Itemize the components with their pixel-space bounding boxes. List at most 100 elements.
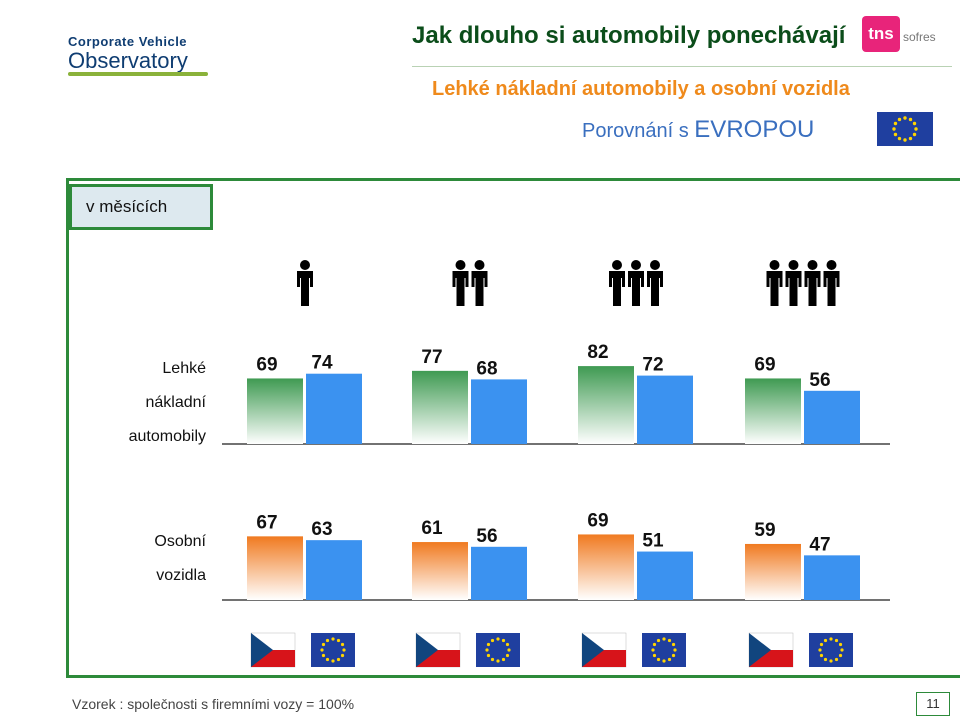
lcv-eu-value-label: 56 bbox=[809, 370, 830, 391]
page-title: Jak dlouho si automobily ponechávají bbox=[412, 22, 846, 49]
car-czech-bar bbox=[247, 536, 303, 600]
eu-flag-icon bbox=[877, 112, 933, 146]
cars-label-line-2: vozidla bbox=[156, 567, 206, 584]
eu-star bbox=[652, 642, 657, 647]
cars-label-line-1: Osobní bbox=[154, 533, 206, 550]
eu-flag-icon bbox=[809, 633, 853, 667]
lcv-eu-bar bbox=[804, 390, 860, 444]
eu-star bbox=[662, 637, 666, 641]
eu-star bbox=[501, 638, 506, 643]
eu-star bbox=[490, 657, 495, 662]
eu-star bbox=[838, 642, 843, 647]
eu-star bbox=[485, 648, 489, 652]
comparison-region: EVROPOU bbox=[694, 116, 815, 143]
eu-star bbox=[914, 127, 918, 131]
eu-star bbox=[667, 657, 672, 662]
eu-star bbox=[505, 653, 510, 658]
car-eu-value-label: 56 bbox=[476, 526, 497, 547]
eu-star bbox=[325, 657, 330, 662]
eu-star bbox=[486, 642, 491, 647]
car-eu-bar bbox=[306, 540, 362, 600]
eu-star bbox=[908, 136, 913, 141]
car-czech-bar bbox=[412, 542, 468, 600]
logo-line-1: Corporate Vehicle bbox=[68, 34, 188, 49]
eu-star bbox=[486, 653, 491, 658]
eu-star bbox=[331, 637, 335, 641]
car-eu-value-label: 47 bbox=[809, 534, 830, 555]
person-icon bbox=[609, 260, 625, 306]
car-czech-bar bbox=[745, 543, 801, 600]
sofres-logo-text: sofres bbox=[903, 30, 936, 44]
eu-star bbox=[673, 648, 677, 652]
comparison-heading: Porovnání s EVROPOU bbox=[582, 116, 814, 144]
eu-star bbox=[834, 657, 839, 662]
eu-star bbox=[823, 657, 828, 662]
czech-flag-icon bbox=[581, 632, 627, 668]
chart-frame bbox=[66, 178, 960, 678]
lcv-czech-value-label: 69 bbox=[754, 354, 775, 375]
corporate-vehicle-observatory-logo: Corporate Vehicle Observatory bbox=[58, 28, 218, 76]
lcv-eu-value-label: 72 bbox=[642, 355, 663, 376]
eu-star bbox=[671, 653, 676, 658]
eu-star bbox=[656, 657, 661, 662]
person-icon bbox=[823, 260, 840, 306]
eu-star bbox=[829, 637, 833, 641]
eu-star bbox=[331, 659, 335, 663]
eu-star bbox=[656, 638, 661, 643]
eu-star bbox=[325, 638, 330, 643]
person-icon bbox=[297, 260, 313, 306]
lcv-czech-bar bbox=[247, 378, 303, 444]
logo-swoosh bbox=[68, 72, 208, 76]
eu-star bbox=[819, 642, 824, 647]
eu-star bbox=[496, 659, 500, 663]
eu-star bbox=[897, 117, 902, 122]
eu-flag-icon bbox=[476, 633, 520, 667]
eu-star bbox=[490, 638, 495, 643]
person-icon bbox=[471, 260, 488, 306]
car-czech-value-label: 61 bbox=[421, 518, 443, 539]
person-icon bbox=[452, 260, 469, 306]
eu-star bbox=[897, 136, 902, 141]
eu-star bbox=[342, 648, 346, 652]
lcv-czech-value-label: 77 bbox=[421, 347, 442, 368]
eu-flag-icon bbox=[642, 633, 686, 667]
eu-star bbox=[903, 138, 907, 142]
person-icon bbox=[785, 260, 802, 306]
eu-star bbox=[818, 648, 822, 652]
eu-star bbox=[320, 648, 324, 652]
eu-star bbox=[662, 659, 666, 663]
eu-star bbox=[903, 116, 907, 120]
lcv-czech-value-label: 82 bbox=[587, 342, 608, 363]
eu-star bbox=[652, 653, 657, 658]
car-eu-bar bbox=[471, 546, 527, 600]
eu-star bbox=[908, 117, 913, 122]
lcv-eu-bar bbox=[306, 373, 362, 444]
eu-star bbox=[834, 638, 839, 643]
eu-star bbox=[321, 653, 326, 658]
lcv-label-line-2: nákladní bbox=[145, 394, 207, 411]
lcv-eu-bar bbox=[471, 379, 527, 444]
eu-star bbox=[912, 132, 917, 137]
eu-star bbox=[823, 638, 828, 643]
eu-star bbox=[671, 642, 676, 647]
car-eu-value-label: 51 bbox=[642, 531, 664, 552]
car-czech-value-label: 67 bbox=[256, 512, 277, 533]
car-eu-bar bbox=[804, 555, 860, 600]
lcv-label-line-1: Lehké bbox=[162, 360, 206, 377]
eu-star bbox=[501, 657, 506, 662]
lcv-eu-value-label: 74 bbox=[311, 353, 333, 374]
car-czech-value-label: 69 bbox=[587, 510, 608, 531]
page-subtitle: Lehké nákladní automobily a osobní vozid… bbox=[432, 78, 850, 100]
unit-label: v měsících bbox=[69, 184, 213, 230]
eu-flag-icon bbox=[311, 633, 355, 667]
eu-star bbox=[893, 132, 898, 137]
person-icon bbox=[804, 260, 821, 306]
person-icon bbox=[628, 260, 644, 306]
eu-star bbox=[651, 648, 655, 652]
page-number: 11 bbox=[916, 692, 950, 716]
eu-star bbox=[912, 121, 917, 126]
car-czech-value-label: 59 bbox=[754, 520, 775, 541]
eu-star bbox=[507, 648, 511, 652]
eu-star bbox=[838, 653, 843, 658]
